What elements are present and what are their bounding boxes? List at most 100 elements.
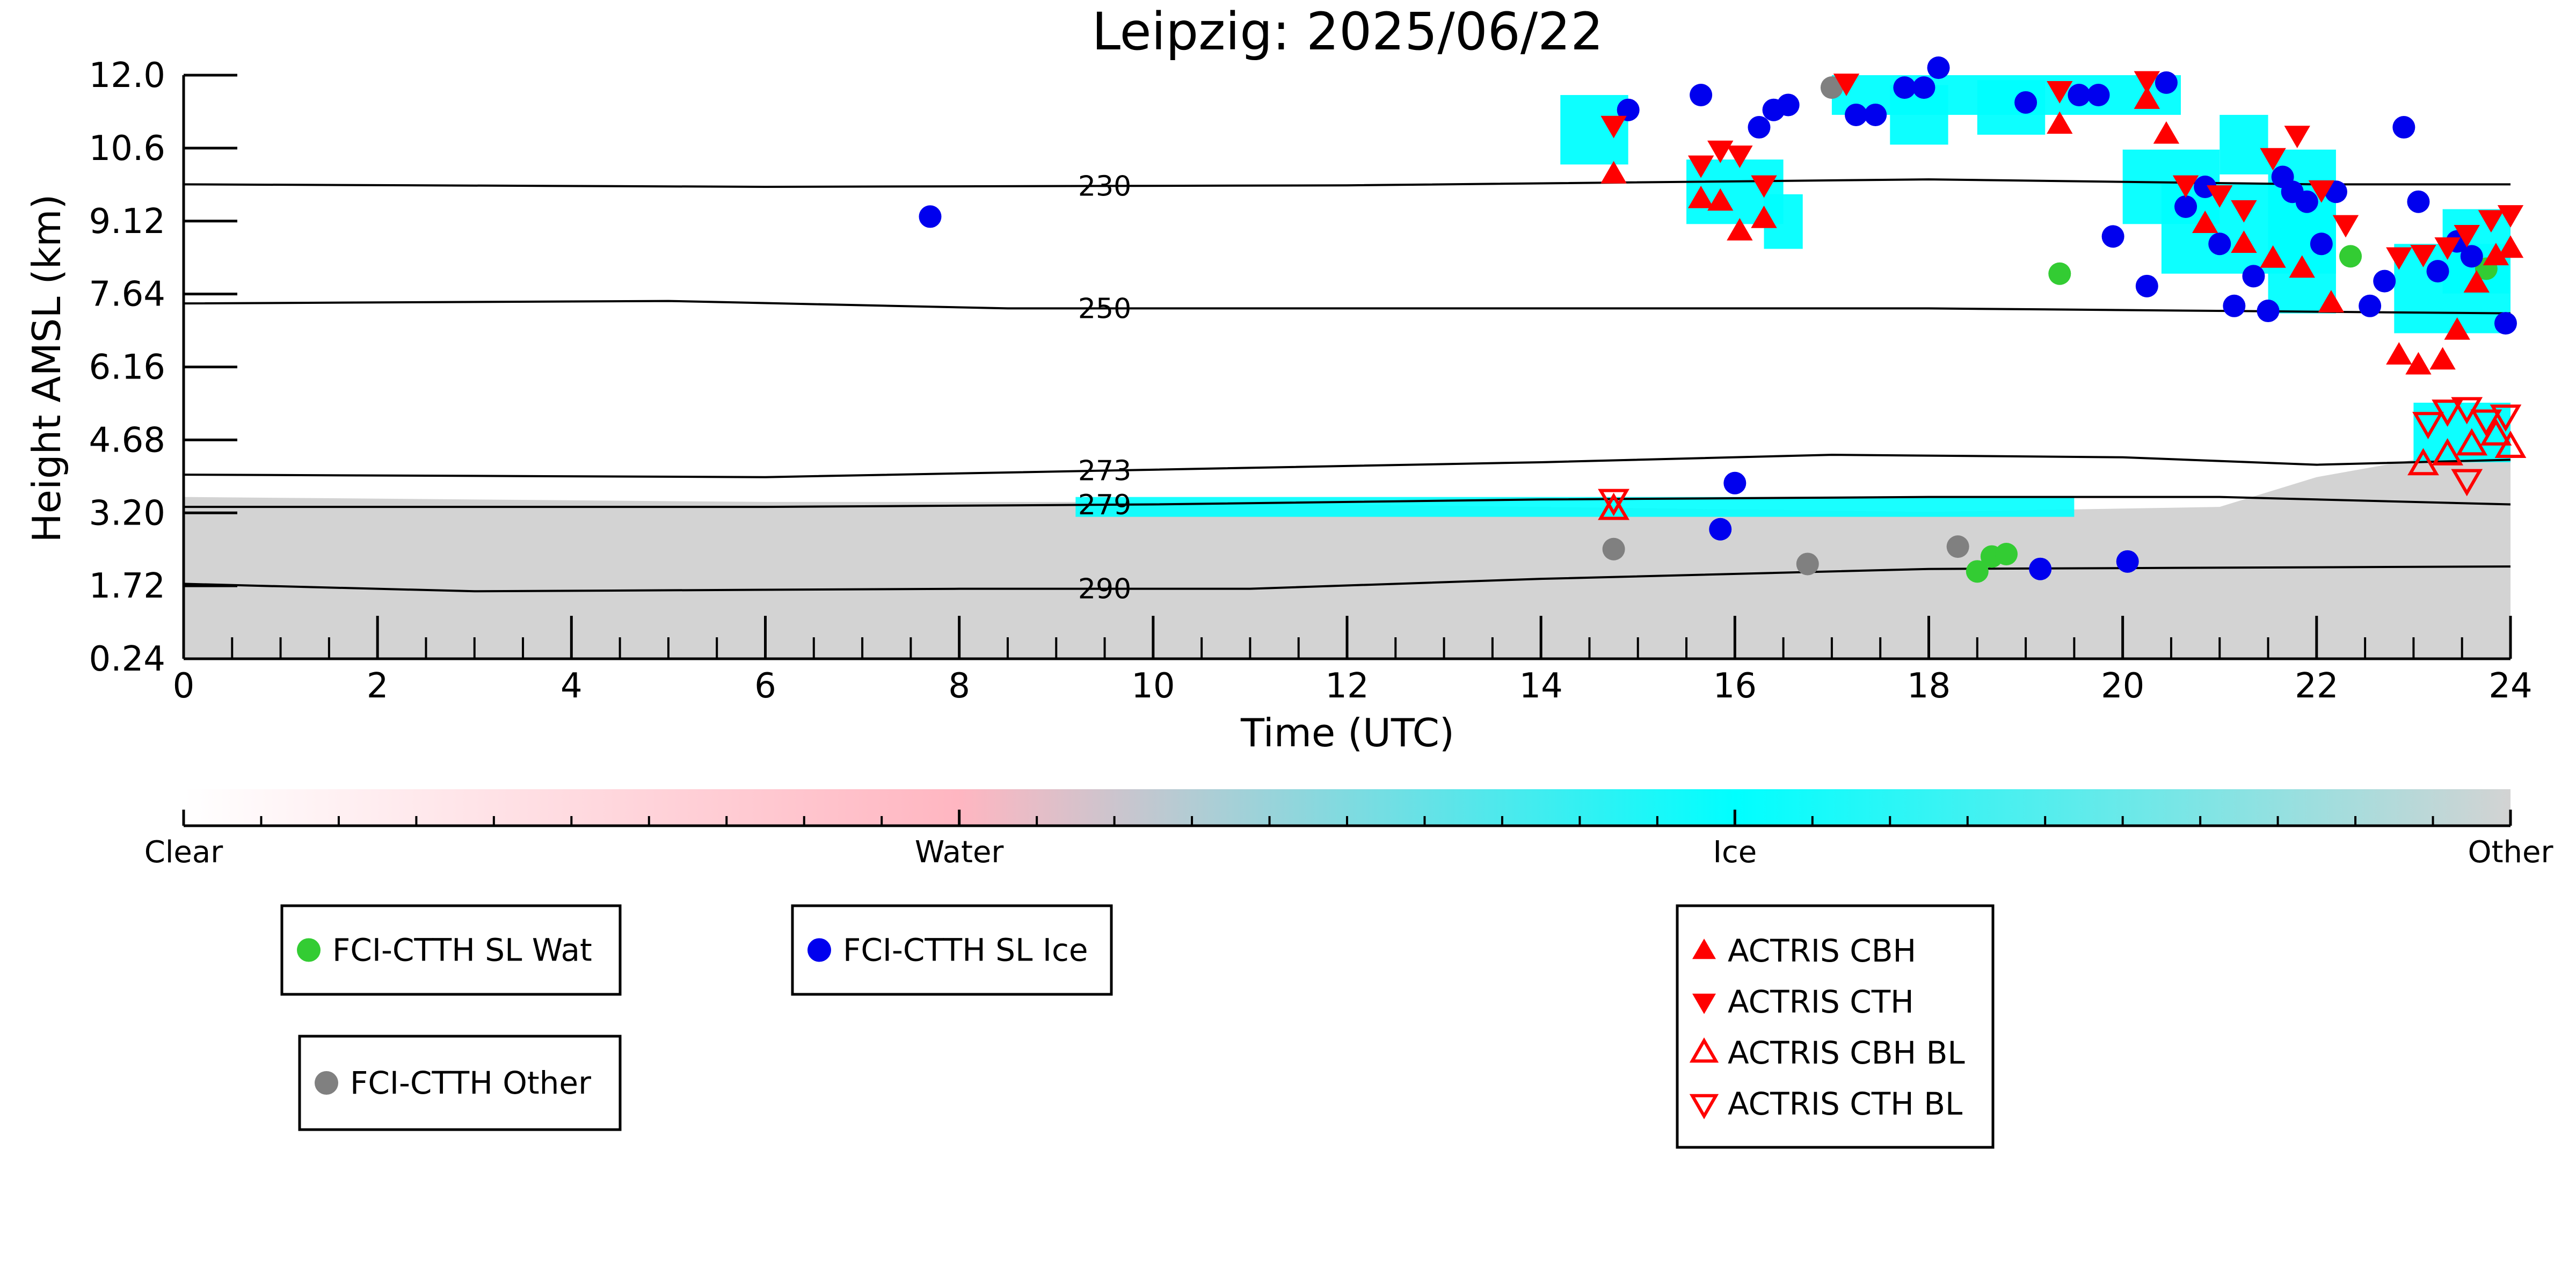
- y-tick-label: 3.20: [89, 493, 166, 533]
- data-point: [1946, 535, 1969, 558]
- data-point: [2134, 71, 2160, 94]
- data-point: [2134, 86, 2160, 109]
- data-point: [2242, 265, 2265, 288]
- contour-250: [183, 300, 2511, 315]
- data-point: [2047, 111, 2073, 134]
- data-point: [1600, 115, 1627, 139]
- contour-label-230: 230: [1078, 170, 1131, 202]
- data-point: [1777, 93, 1800, 117]
- y-tick-label: 10.6: [89, 129, 166, 169]
- x-tick-label: 12: [1325, 666, 1369, 706]
- data-point: [1966, 560, 1989, 583]
- data-point: [2386, 247, 2412, 270]
- y-tick-label: 9.12: [89, 202, 166, 242]
- legend-label: FCI-CTTH SL Ice: [843, 932, 1088, 969]
- series-fci-ctth-sl-ice: [919, 56, 2517, 580]
- data-point: [1727, 145, 1753, 168]
- legends: FCI-CTTH SL Wat FCI-CTTH SL Ice FCI-CTTH O…: [280, 904, 1995, 1149]
- ice-region-12: [2220, 114, 2268, 174]
- data-point: [2208, 232, 2231, 256]
- x-tick-label: 2: [367, 666, 389, 706]
- data-point: [1833, 74, 1860, 96]
- data-point: [2014, 91, 2037, 114]
- x-tick-label: 24: [2488, 666, 2532, 706]
- data-point: [2135, 274, 2158, 297]
- data-point: [2494, 431, 2527, 458]
- data-point: [2048, 262, 2071, 285]
- y-axis-label: Height AMSL (km): [24, 194, 69, 543]
- data-point: [2432, 399, 2464, 427]
- data-point: [1893, 76, 1916, 99]
- chart-title: Leipzig: 2025/06/22: [1092, 2, 1604, 62]
- data-point: [2463, 270, 2490, 293]
- data-point: [1751, 205, 1777, 228]
- data-point: [2454, 225, 2480, 248]
- classification-background: [184, 75, 2510, 659]
- legend-label: ACTRIS CTH: [1728, 984, 1914, 1020]
- data-point: [2174, 195, 2197, 218]
- data-point: [1602, 537, 1625, 561]
- y-tick-label: 0.24: [89, 639, 166, 679]
- y-tick-label: 4.68: [89, 420, 166, 460]
- legend-label: ACTRIS CBH BL: [1728, 1035, 1965, 1071]
- data-point: [1796, 552, 1819, 576]
- data-point: [2295, 190, 2318, 213]
- legend-marker: [1692, 993, 1716, 1014]
- y-tick-label: 7.64: [89, 275, 166, 315]
- data-point: [1820, 76, 1843, 99]
- legend-label: ACTRIS CBH: [1728, 933, 1916, 969]
- contour-279: [184, 496, 2511, 508]
- data-point: [2497, 205, 2524, 228]
- legend-ice: FCI-CTTH SL Ice: [791, 904, 1113, 996]
- legend-marker: [1689, 1094, 1719, 1119]
- y-tick-label: 1.72: [89, 566, 166, 606]
- legend-box: [791, 904, 1113, 996]
- data-point: [2284, 126, 2310, 148]
- data-point: [2460, 245, 2483, 268]
- x-tick-label: 10: [1131, 666, 1175, 706]
- data-point: [2047, 81, 2073, 104]
- x-tick-label: 14: [1519, 666, 1562, 706]
- data-point: [1995, 542, 2018, 565]
- series-actris-cth-bl: [1598, 397, 2522, 516]
- x-tick-label: 22: [2295, 666, 2338, 706]
- series-actris-cth: [1600, 71, 2524, 270]
- axes: 0 2 4 6 8 10 12 14 16 18 20 22 240.241.723.204.686.1…: [89, 56, 2533, 706]
- data-markers: [919, 56, 2527, 583]
- legend-label: ACTRIS CTH BL: [1728, 1086, 1962, 1122]
- data-point: [2155, 71, 2178, 94]
- legend-marker: [1692, 938, 1716, 959]
- data-point: [2101, 225, 2124, 248]
- data-point: [1845, 103, 1868, 126]
- data-point: [2426, 260, 2449, 283]
- data-point: [2172, 175, 2199, 198]
- data-point: [2068, 83, 2091, 106]
- y-tick-label: 12.0: [89, 56, 166, 96]
- legend-wat: FCI-CTTH SL Wat: [280, 904, 622, 996]
- data-point: [2392, 116, 2415, 139]
- contour-290: [183, 565, 2511, 593]
- legend-box: [1676, 904, 1995, 1149]
- legend-actris: ACTRIS CBH ACTRIS CTH ACTRIS CBH BL ACTRIS …: [1676, 904, 1995, 1149]
- y-tick-label: 6.16: [89, 348, 166, 388]
- data-point: [2386, 342, 2412, 365]
- data-point: [919, 205, 942, 228]
- colorbar-label: Other: [2468, 835, 2553, 870]
- legend-marker: [1689, 1037, 1719, 1063]
- data-point: [1687, 185, 1714, 208]
- contour-label-250: 250: [1078, 293, 1131, 325]
- data-point: [1723, 471, 1747, 494]
- data-point: [2470, 409, 2502, 437]
- contour-label-273: 273: [1078, 455, 1131, 487]
- series-actris-cbh: [1600, 86, 2524, 375]
- data-point: [1751, 175, 1777, 198]
- data-point: [2359, 294, 2382, 317]
- data-point: [2456, 428, 2488, 456]
- data-point: [1598, 489, 1630, 516]
- data-point: [1600, 161, 1627, 184]
- data-point: [2434, 237, 2461, 260]
- data-point: [2432, 438, 2464, 465]
- legend-other: FCI-CTTH Other: [298, 1035, 622, 1131]
